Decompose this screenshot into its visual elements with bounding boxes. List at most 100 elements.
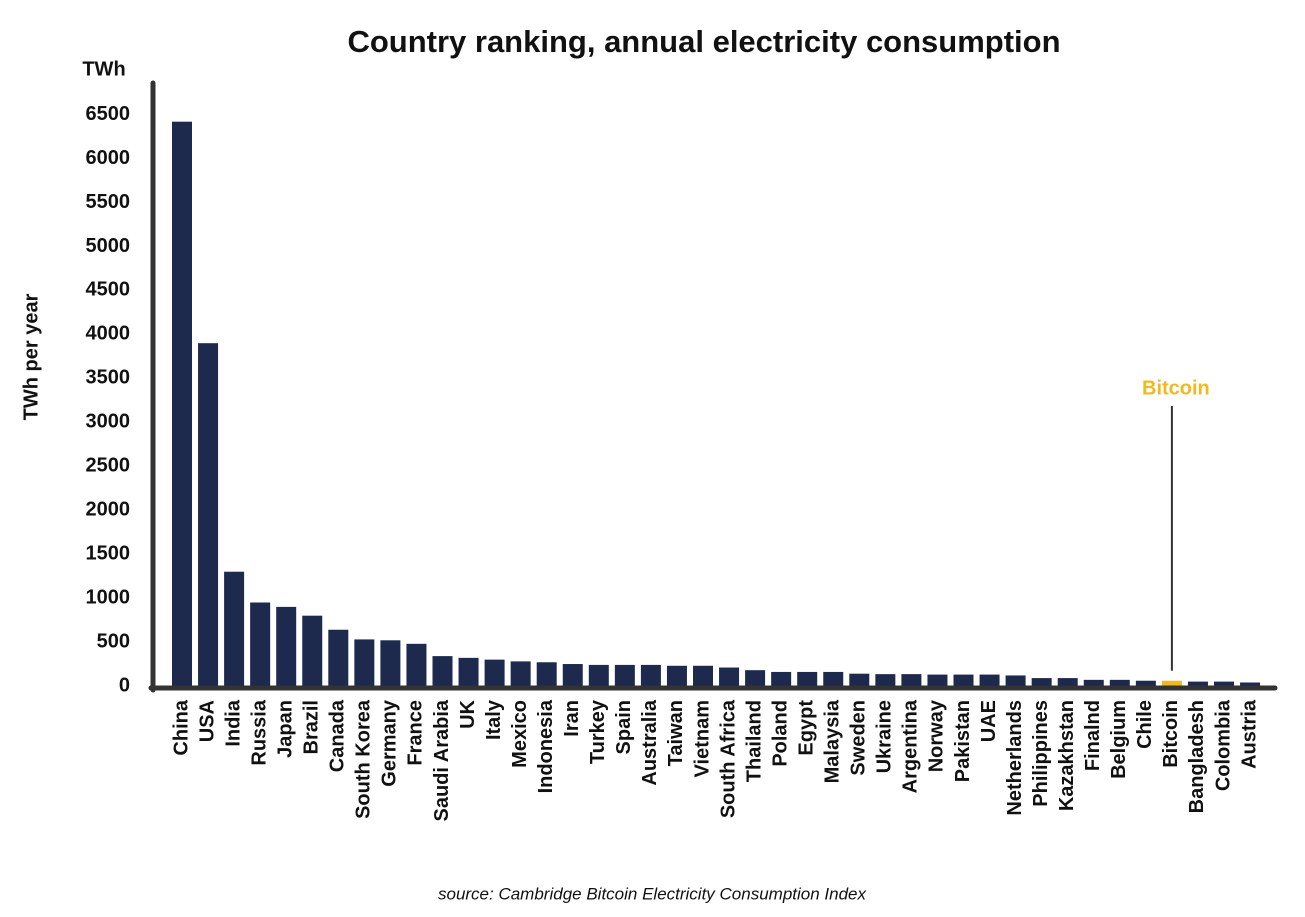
bar [354, 639, 375, 686]
x-tick-label: UAE [978, 700, 1000, 742]
bar [328, 629, 349, 686]
x-tick-label: Iran [561, 700, 583, 737]
bar [953, 674, 974, 686]
bar [510, 661, 531, 686]
x-tick-label: Argentina [900, 699, 922, 793]
x-tick-label: Saudi Arabia [431, 699, 453, 821]
y-tick-label: 3000 [86, 411, 131, 433]
x-tick-label: Russia [248, 699, 270, 765]
bar [536, 662, 557, 686]
bar [1109, 679, 1130, 686]
x-tick-label: Sweden [848, 700, 870, 776]
bar [666, 665, 687, 686]
bar [1240, 682, 1261, 686]
bar [640, 664, 661, 686]
bar [588, 664, 609, 686]
bar [1031, 678, 1052, 686]
x-tick-label: UK [457, 699, 479, 728]
x-tick-label: Colombia [1212, 699, 1234, 791]
bar [823, 671, 844, 686]
bar [198, 343, 219, 686]
bar [1135, 680, 1156, 686]
x-tick-label: Vietnam [691, 700, 713, 777]
bar [562, 664, 583, 686]
bar [276, 606, 297, 686]
x-tick-label: India [222, 699, 244, 747]
bar [1187, 681, 1208, 686]
x-tick-label: Taiwan [665, 700, 687, 766]
x-tick-label: USA [196, 700, 218, 742]
bar [719, 667, 740, 686]
y-tick-label: 4500 [86, 279, 131, 301]
y-tick-label: 5000 [86, 235, 131, 257]
x-tick-label: Netherlands [1004, 700, 1026, 816]
y-tick-label: 5500 [86, 191, 131, 213]
x-tick-label: Turkey [587, 699, 609, 764]
x-tick-label: China [170, 699, 192, 755]
x-tick-label: Egypt [795, 700, 817, 756]
bar [901, 674, 922, 686]
bar [745, 670, 766, 686]
x-tick-label: Belgium [1108, 700, 1130, 779]
x-tick-label: Austria [1238, 699, 1260, 769]
x-tick-label: Canada [327, 699, 349, 772]
x-tick-label: Malaysia [822, 699, 844, 783]
bar [1214, 681, 1234, 686]
x-tick-label: Germany [379, 699, 401, 787]
bar [614, 664, 635, 686]
bar [484, 659, 505, 686]
y-tick-label: 500 [97, 630, 130, 652]
bar [302, 615, 323, 686]
bar [1161, 680, 1182, 686]
bar [771, 671, 792, 686]
x-tick-label: Italy [483, 699, 505, 740]
x-tick-label: South Africa [717, 699, 739, 818]
bar [250, 602, 271, 686]
x-tick-label: Chile [1134, 700, 1156, 749]
x-tick-label: Japan [274, 700, 296, 758]
x-tick-label: Ukraine [874, 700, 896, 773]
source-note: source: Cambridge Bitcoin Electricity Co… [438, 884, 867, 903]
x-tick-label: Pakistan [952, 700, 974, 782]
bar [1083, 679, 1104, 686]
y-tick-label: 3500 [86, 367, 131, 389]
y-tick-label: 6500 [86, 103, 131, 125]
bar [797, 671, 818, 686]
x-tick-label: Bangladesh [1186, 700, 1208, 813]
bar [224, 571, 245, 686]
x-tick-label: Australia [639, 699, 661, 785]
bar [432, 656, 453, 686]
y-axis-label: TWh per year [20, 293, 42, 420]
y-tick-label: 0 [119, 674, 130, 696]
y-tick-label: 4000 [86, 323, 131, 345]
x-tick-label: Poland [769, 700, 791, 767]
y-tick-label: 2000 [86, 498, 131, 520]
bar [875, 674, 896, 686]
x-tick-label: Norway [926, 699, 948, 772]
y-tick-label: 6000 [86, 147, 131, 169]
x-tick-label: Philippines [1030, 700, 1052, 807]
bar [979, 674, 1000, 686]
y-tick-label: 1000 [86, 586, 131, 608]
bar [406, 643, 427, 686]
bar [927, 674, 948, 686]
x-tick-label: Kazakhstan [1056, 700, 1078, 811]
x-tick-label: Bitcoin [1160, 700, 1182, 768]
bar [380, 640, 401, 686]
annotation-label: Bitcoin [1142, 377, 1210, 399]
x-tick-label: Brazil [301, 700, 323, 754]
bar [1005, 675, 1026, 686]
y-tick-label: 2500 [86, 455, 131, 477]
bar [693, 665, 713, 686]
x-tick-label: Finalnd [1082, 700, 1104, 771]
bar [458, 657, 479, 686]
x-tick-label: Thailand [743, 700, 765, 782]
bar [172, 121, 192, 686]
y-tick-label: 1500 [86, 542, 131, 564]
bar [849, 673, 870, 686]
x-tick-label: Mexico [509, 700, 531, 768]
x-tick-label: France [405, 700, 427, 766]
chart-title: Country ranking, annual electricity cons… [347, 24, 1060, 59]
